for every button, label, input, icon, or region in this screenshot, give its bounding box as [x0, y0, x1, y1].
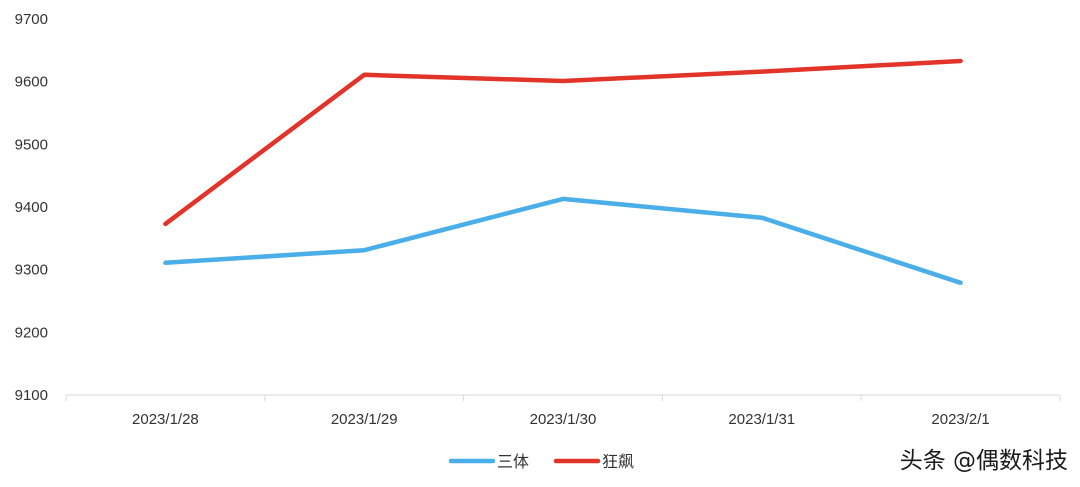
x-axis-ticks: 2023/1/28 2023/1/29 2023/1/30 2023/1/31 2023…	[65, 395, 1061, 428]
legend-label-1: 狂飙	[602, 452, 634, 471]
y-tick-label: 9100	[15, 387, 48, 404]
y-tick-label: 9300	[15, 262, 48, 279]
legend-label-0: 三体	[497, 452, 529, 471]
watermark: 头条 @偶数科技	[899, 448, 1068, 474]
x-tick-label: 2023/1/29	[331, 411, 398, 428]
x-tick-label: 2023/2/1	[931, 411, 989, 428]
legend: 三体 狂飙	[448, 452, 634, 471]
y-tick-label: 9700	[15, 11, 48, 28]
series-line-0	[163, 196, 963, 286]
x-tick-label: 2023/1/28	[132, 411, 199, 428]
y-tick-label: 9500	[15, 136, 48, 153]
y-tick-label: 9400	[15, 199, 48, 216]
x-tick-label: 2023/1/30	[530, 411, 597, 428]
series-lines	[163, 58, 963, 286]
y-tick-label: 9600	[15, 74, 48, 91]
y-tick-label: 9200	[15, 324, 48, 341]
x-tick-label: 2023/1/31	[728, 411, 795, 428]
y-axis-ticks: 9100 9200 9300 9400 9500 9600 9700	[15, 11, 48, 404]
